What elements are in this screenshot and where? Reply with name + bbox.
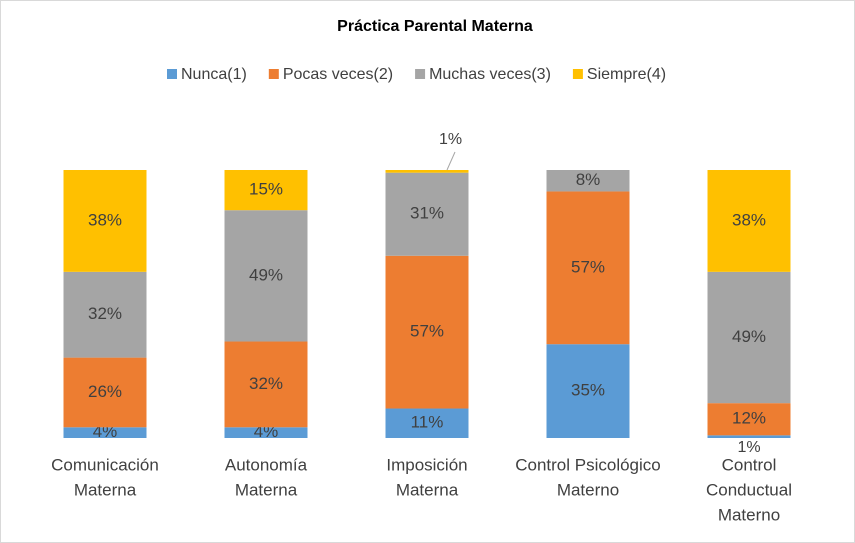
data-label: 12% [732,409,766,428]
legend-label: Siempre(4) [587,66,666,83]
x-tick-label: Control [722,455,777,474]
bar-segment [385,170,469,173]
data-label: 32% [249,374,283,393]
bar-segment [707,435,791,438]
x-tick-label: Imposición [386,455,467,474]
bar-segment [707,271,791,404]
bar-segment [63,170,147,272]
bar-segment [63,271,147,358]
bar-segment [224,170,308,211]
data-label: 1% [737,439,760,456]
legend-label: Muchas veces(3) [429,66,551,83]
data-label: 15% [249,180,283,199]
data-label: 49% [249,265,283,284]
x-tick-label: Materno [718,505,780,524]
x-tick-label: Materna [74,480,137,499]
bar-segment [63,427,147,438]
legend-swatch [268,69,279,79]
bar-segment [546,344,630,438]
x-tick-label: Comunicación [51,455,159,474]
data-label: 8% [576,170,601,189]
data-label: 31% [410,204,444,223]
legend-swatch [415,69,426,79]
legend-label: Nunca(1) [181,66,247,83]
x-tick-label: Conductual [706,480,792,499]
bar-segment [546,170,630,192]
bar-segment [385,172,469,256]
data-label: 49% [732,327,766,346]
bar-segment [63,357,147,428]
chart-title: Práctica Parental Materna [337,18,533,35]
data-label: 57% [410,322,444,341]
data-label: 32% [88,304,122,323]
data-label: 35% [571,381,605,400]
data-label: 26% [88,382,122,401]
x-tick-label: Autonomía [225,455,308,474]
x-tick-label: Materna [235,480,298,499]
x-tick-label: Control Psicológico [515,455,661,474]
data-label: 11% [411,413,444,432]
data-label: 57% [571,257,605,276]
data-label: 1% [439,131,462,148]
leader-line [446,151,456,171]
x-tick-label: Materno [557,480,619,499]
bar-segment [385,408,469,438]
legend-swatch [167,69,177,79]
x-tick-label: Materna [396,480,459,499]
data-label: 38% [88,210,122,229]
bar-segment [546,191,630,345]
legend-label: Pocas veces(2) [283,66,393,83]
legend-swatch [572,69,583,79]
bar-segment [224,341,308,428]
data-label: 38% [732,210,766,229]
bar-segment [385,255,469,409]
bar-segment [224,427,308,438]
bar-segment [707,403,791,436]
bar-segment [224,210,308,342]
bar-segment [707,170,791,272]
